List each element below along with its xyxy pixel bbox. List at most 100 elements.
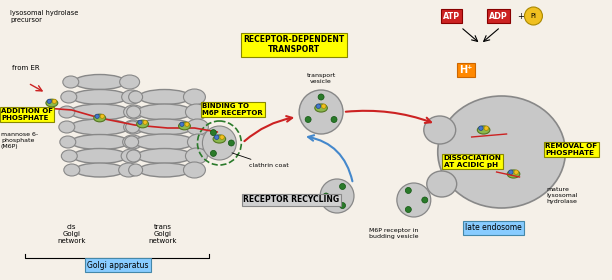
Ellipse shape <box>120 75 140 89</box>
Circle shape <box>524 7 542 25</box>
Ellipse shape <box>59 106 75 118</box>
Circle shape <box>211 150 217 157</box>
Ellipse shape <box>59 121 75 133</box>
Ellipse shape <box>184 162 206 178</box>
Text: +: + <box>517 11 524 20</box>
Ellipse shape <box>74 74 125 90</box>
Ellipse shape <box>136 148 192 164</box>
Circle shape <box>318 94 324 100</box>
Circle shape <box>203 126 236 160</box>
Circle shape <box>340 202 346 209</box>
Ellipse shape <box>72 148 127 164</box>
Circle shape <box>185 122 189 127</box>
Ellipse shape <box>187 119 209 135</box>
Text: REMOVAL OF
PHOSPHATE: REMOVAL OF PHOSPHATE <box>545 143 597 156</box>
Text: transport
vesicle: transport vesicle <box>307 73 336 84</box>
Ellipse shape <box>129 91 143 103</box>
Circle shape <box>514 170 518 174</box>
Ellipse shape <box>424 116 456 144</box>
Circle shape <box>461 159 466 164</box>
Text: trans
Golgi
network: trans Golgi network <box>148 224 177 244</box>
Ellipse shape <box>71 134 129 150</box>
Text: mannose 6-
phosphate
(M6P): mannose 6- phosphate (M6P) <box>1 132 38 149</box>
Ellipse shape <box>127 106 141 118</box>
Circle shape <box>323 193 329 199</box>
Ellipse shape <box>125 136 138 148</box>
Text: RECEPTOR RECYCLING: RECEPTOR RECYCLING <box>243 195 339 204</box>
Ellipse shape <box>315 104 327 112</box>
Circle shape <box>214 135 219 139</box>
Circle shape <box>100 114 105 118</box>
Ellipse shape <box>438 96 565 208</box>
Ellipse shape <box>61 150 77 162</box>
Circle shape <box>320 179 354 213</box>
Ellipse shape <box>122 90 141 104</box>
Circle shape <box>47 99 51 103</box>
Text: ADDITION OF
PHOSPHATE: ADDITION OF PHOSPHATE <box>1 108 53 121</box>
Text: lysosomal hydrolase
precursor: lysosomal hydrolase precursor <box>10 10 78 23</box>
Ellipse shape <box>507 170 520 178</box>
Circle shape <box>405 188 411 193</box>
Circle shape <box>180 122 184 127</box>
Circle shape <box>138 120 142 124</box>
Text: Golgi apparatus: Golgi apparatus <box>87 260 149 269</box>
Circle shape <box>228 140 234 146</box>
Ellipse shape <box>127 150 141 162</box>
Ellipse shape <box>70 104 130 120</box>
Ellipse shape <box>138 163 190 177</box>
Ellipse shape <box>129 164 143 176</box>
Ellipse shape <box>138 90 190 104</box>
Circle shape <box>422 197 428 203</box>
Text: ADP: ADP <box>489 11 508 20</box>
Ellipse shape <box>75 163 125 177</box>
Ellipse shape <box>125 121 140 133</box>
Ellipse shape <box>136 120 149 128</box>
Text: Pi: Pi <box>531 13 537 19</box>
Ellipse shape <box>124 120 144 134</box>
Ellipse shape <box>72 90 128 104</box>
Ellipse shape <box>94 114 106 122</box>
Ellipse shape <box>119 163 138 177</box>
Ellipse shape <box>185 104 207 120</box>
Ellipse shape <box>63 76 79 88</box>
Text: mature
lysosomal
hydrolase: mature lysosomal hydrolase <box>547 187 578 204</box>
Ellipse shape <box>179 122 190 130</box>
Ellipse shape <box>136 119 193 135</box>
Circle shape <box>405 207 411 213</box>
Ellipse shape <box>458 160 469 168</box>
Text: BINDING TO
M6P RECEPTOR: BINDING TO M6P RECEPTOR <box>203 103 263 116</box>
Ellipse shape <box>136 104 192 120</box>
Circle shape <box>509 170 513 174</box>
Text: RECEPTOR-DEPENDENT
TRANSPORT: RECEPTOR-DEPENDENT TRANSPORT <box>244 35 345 54</box>
Ellipse shape <box>122 135 143 149</box>
Text: from ER: from ER <box>12 65 40 71</box>
Text: ATP: ATP <box>443 11 460 20</box>
Circle shape <box>484 126 488 130</box>
Ellipse shape <box>187 134 209 150</box>
Ellipse shape <box>124 105 144 119</box>
Circle shape <box>479 126 483 130</box>
Ellipse shape <box>185 148 207 164</box>
Circle shape <box>331 116 337 123</box>
Text: M6P receptor in
budding vesicle: M6P receptor in budding vesicle <box>369 228 419 239</box>
Ellipse shape <box>61 91 76 103</box>
Ellipse shape <box>135 134 195 150</box>
Ellipse shape <box>64 164 80 176</box>
Text: clathrin coat: clathrin coat <box>232 153 289 168</box>
Circle shape <box>211 130 217 136</box>
Circle shape <box>340 183 346 190</box>
Circle shape <box>220 135 225 139</box>
Text: H⁺: H⁺ <box>459 65 472 75</box>
Ellipse shape <box>46 99 58 107</box>
Ellipse shape <box>184 89 206 105</box>
Circle shape <box>316 104 321 108</box>
Ellipse shape <box>213 135 226 143</box>
Text: cis
Golgi
network: cis Golgi network <box>58 224 86 244</box>
Circle shape <box>52 99 56 103</box>
Ellipse shape <box>477 126 490 134</box>
Ellipse shape <box>60 136 76 148</box>
Text: late endosome: late endosome <box>465 223 522 232</box>
Circle shape <box>397 183 431 217</box>
Ellipse shape <box>121 149 141 163</box>
Ellipse shape <box>70 119 130 135</box>
